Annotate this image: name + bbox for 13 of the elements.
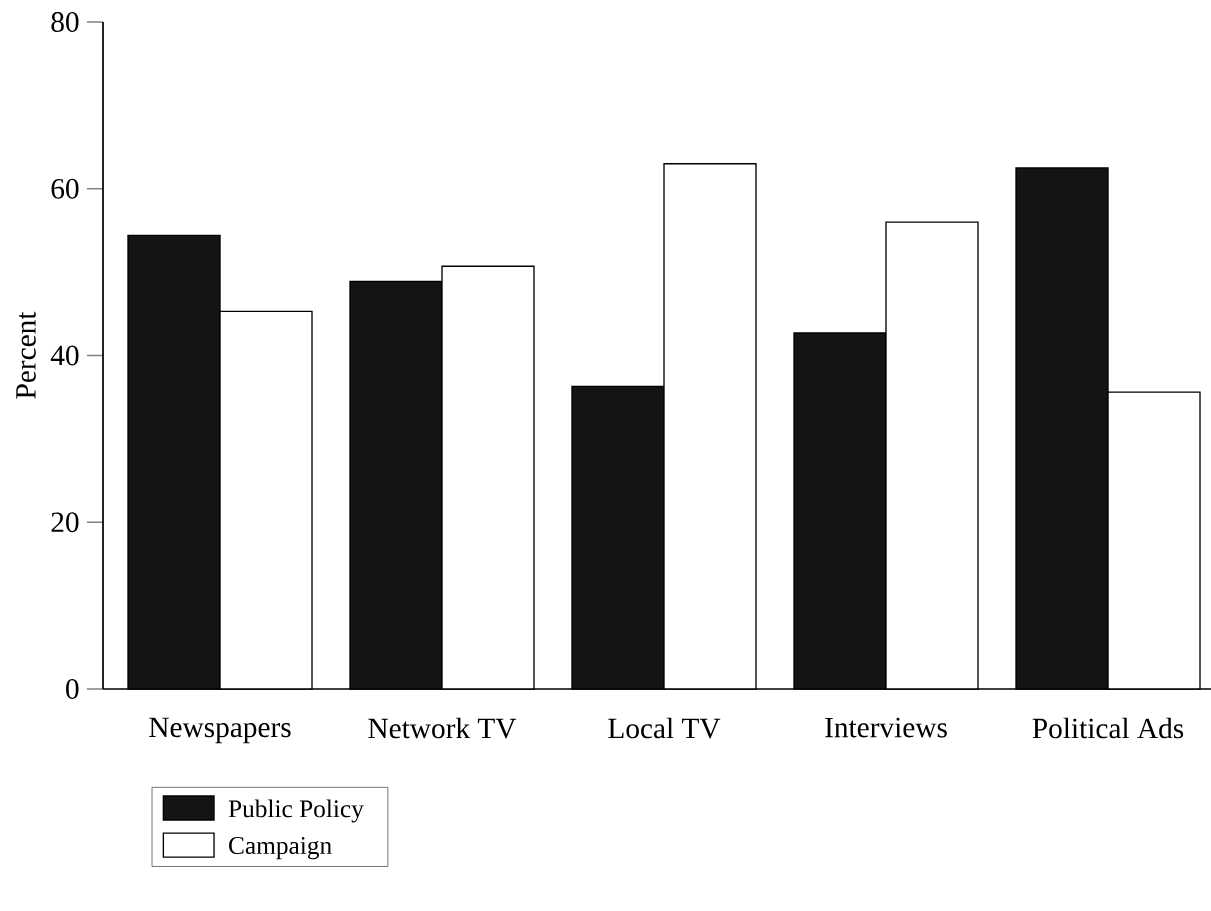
y-tick-label: 40 bbox=[50, 345, 79, 366]
legend-label: Public Policy bbox=[228, 799, 364, 823]
x-tick-label: Local TV bbox=[608, 717, 721, 739]
y-tick-label: 80 bbox=[51, 12, 79, 32]
x-tick-label: Network TV bbox=[368, 717, 517, 739]
y-axis-title: Percent bbox=[16, 311, 36, 399]
x-tick-label: Political Ads bbox=[1032, 717, 1184, 739]
y-tick-label: 60 bbox=[51, 178, 79, 199]
x-tick-label: Newspapers bbox=[149, 717, 291, 744]
y-tick-label: 0 bbox=[66, 679, 79, 699]
x-tick-label: Interviews bbox=[825, 717, 947, 738]
y-tick-label: 20 bbox=[51, 512, 79, 533]
legend-label: Campaign bbox=[229, 837, 332, 860]
